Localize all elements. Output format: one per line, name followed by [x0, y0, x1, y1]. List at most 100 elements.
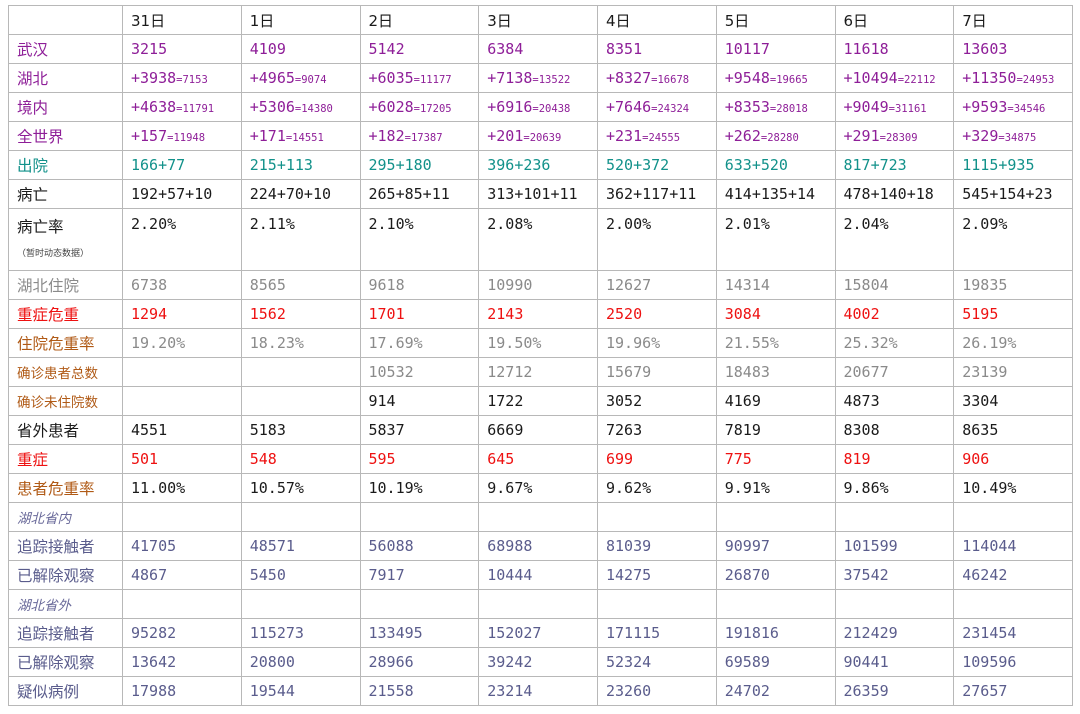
- data-cell: +10494=22112: [834, 63, 955, 93]
- cell-value: 52324: [606, 653, 652, 671]
- cell-value: 4873: [843, 392, 880, 410]
- row-hospital-critical-rate: 住院危重率 19.20% 18.23% 17.69% 19.50% 19.96% 21.55…: [8, 328, 1073, 358]
- cell-value: 10.19%: [368, 479, 423, 497]
- cell-value: 3304: [962, 392, 999, 410]
- data-cell: 2143: [478, 299, 598, 329]
- data-cell: 396+236: [478, 150, 598, 180]
- cell-value: 231454: [962, 624, 1017, 642]
- cell-value: 9.62%: [606, 479, 652, 497]
- data-cell: 133495: [359, 618, 480, 648]
- header-day: 2日: [359, 5, 480, 35]
- cell-value: 414+135+14: [724, 185, 816, 203]
- cell-value: 5183: [249, 421, 286, 439]
- data-cell: 8635: [953, 415, 1073, 445]
- data-cell: 19.20%: [122, 328, 242, 358]
- cell-value: 19.96%: [606, 334, 661, 352]
- header-day: 1日: [240, 5, 361, 35]
- data-cell: 10.19%: [359, 473, 480, 503]
- cell-value: 20677: [843, 363, 889, 381]
- cell-value: 4002: [843, 305, 880, 323]
- cell-cumulative: =11177: [413, 74, 452, 86]
- cell-value: 5195: [962, 305, 999, 323]
- cell-cumulative: =17387: [404, 132, 443, 144]
- data-cell: +6028=17205: [359, 92, 480, 122]
- data-cell: 23214: [478, 676, 598, 706]
- header-day: 6日: [834, 5, 955, 35]
- cell-value: 9618: [368, 276, 405, 294]
- cell-value: 5142: [368, 40, 405, 58]
- data-cell: +262=28280: [715, 121, 836, 151]
- data-cell: +157=11948: [122, 121, 242, 151]
- cell-value: 11618: [843, 40, 889, 58]
- cell-value: 10.57%: [249, 479, 304, 497]
- cell-value: 14275: [606, 566, 652, 584]
- cell-value: 9.86%: [843, 479, 889, 497]
- data-cell: 4002: [834, 299, 955, 329]
- row-label-text: 湖北住院: [17, 277, 80, 295]
- cell-value: 9.91%: [724, 479, 770, 497]
- cell-value: 90997: [724, 537, 770, 555]
- cell-value: 2.08%: [487, 215, 533, 233]
- data-cell: 819: [834, 444, 955, 474]
- cell-value: 20800: [249, 653, 295, 671]
- data-cell: 27657: [953, 676, 1073, 706]
- data-cell: 10.57%: [240, 473, 361, 503]
- data-cell: 2.11%: [240, 208, 361, 271]
- cell-value: 12712: [487, 363, 533, 381]
- data-cell: 41705: [122, 531, 242, 561]
- cell-value: +3938: [131, 69, 177, 87]
- data-cell: 115273: [240, 618, 361, 648]
- row-wuhan: 武汉 3215 4109 5142 6384 8351 10117 11618 13603: [8, 34, 1073, 64]
- row-hubei: 湖北 +3938=7153 +4965=9074 +6035=11177 +7138=1…: [8, 63, 1073, 93]
- data-cell: 101599: [834, 531, 955, 561]
- data-cell: 10444: [478, 560, 598, 590]
- cell-cumulative: =20438: [532, 103, 571, 115]
- data-cell: 46242: [953, 560, 1073, 590]
- data-cell: 2.10%: [359, 208, 480, 271]
- data-cell: 20800: [240, 647, 361, 677]
- data-cell: 2.09%: [953, 208, 1073, 271]
- row-confirmed-total: 确诊患者总数 10532 12712 15679 18483 20677 23139: [8, 357, 1073, 387]
- cell-value: 2.01%: [724, 215, 770, 233]
- data-cell: 313+101+11: [478, 179, 598, 209]
- cell-value: 9.67%: [487, 479, 533, 497]
- data-cell: 2.20%: [122, 208, 242, 271]
- cell-value: 10444: [487, 566, 533, 584]
- data-cell: [240, 589, 361, 619]
- cell-value: 520+372: [606, 156, 670, 174]
- cell-value: 46242: [962, 566, 1008, 584]
- data-cell: 4169: [715, 386, 836, 416]
- cell-value: 215+113: [249, 156, 313, 174]
- data-cell: 14314: [715, 270, 836, 300]
- cell-value: 295+180: [368, 156, 432, 174]
- cell-value: 27657: [962, 682, 1008, 700]
- row-section-inside: 湖北省内: [8, 502, 1073, 532]
- cell-value: 313+101+11: [487, 185, 578, 203]
- row-label-text: 确诊患者总数: [17, 366, 98, 382]
- cell-value: 478+140+18: [843, 185, 934, 203]
- row-label-text: 武汉: [17, 41, 49, 59]
- data-cell: 231454: [953, 618, 1073, 648]
- cell-value: 5837: [368, 421, 405, 439]
- cell-value: +7646: [606, 98, 652, 116]
- data-cell: 295+180: [359, 150, 480, 180]
- data-cell: 109596: [953, 647, 1073, 677]
- data-cell: 114044: [953, 531, 1073, 561]
- cell-value: 28966: [368, 653, 414, 671]
- data-cell: 18.23%: [240, 328, 361, 358]
- data-cell: [122, 589, 242, 619]
- cell-value: +6035: [368, 69, 414, 87]
- cell-value: 26870: [724, 566, 770, 584]
- data-cell: 26359: [834, 676, 955, 706]
- data-cell: [715, 589, 836, 619]
- row-outside-province: 省外患者 4551 5183 5837 6669 7263 7819 8308 8635: [8, 415, 1073, 445]
- cell-value: 775: [724, 450, 752, 468]
- data-cell: 15804: [834, 270, 955, 300]
- cell-value: 17.69%: [368, 334, 423, 352]
- cell-value: 2.04%: [843, 215, 889, 233]
- data-cell: 11618: [834, 34, 955, 64]
- cell-value: 56088: [368, 537, 414, 555]
- cell-value: 10532: [368, 363, 414, 381]
- data-cell: 7819: [715, 415, 836, 445]
- data-cell: +6035=11177: [359, 63, 480, 93]
